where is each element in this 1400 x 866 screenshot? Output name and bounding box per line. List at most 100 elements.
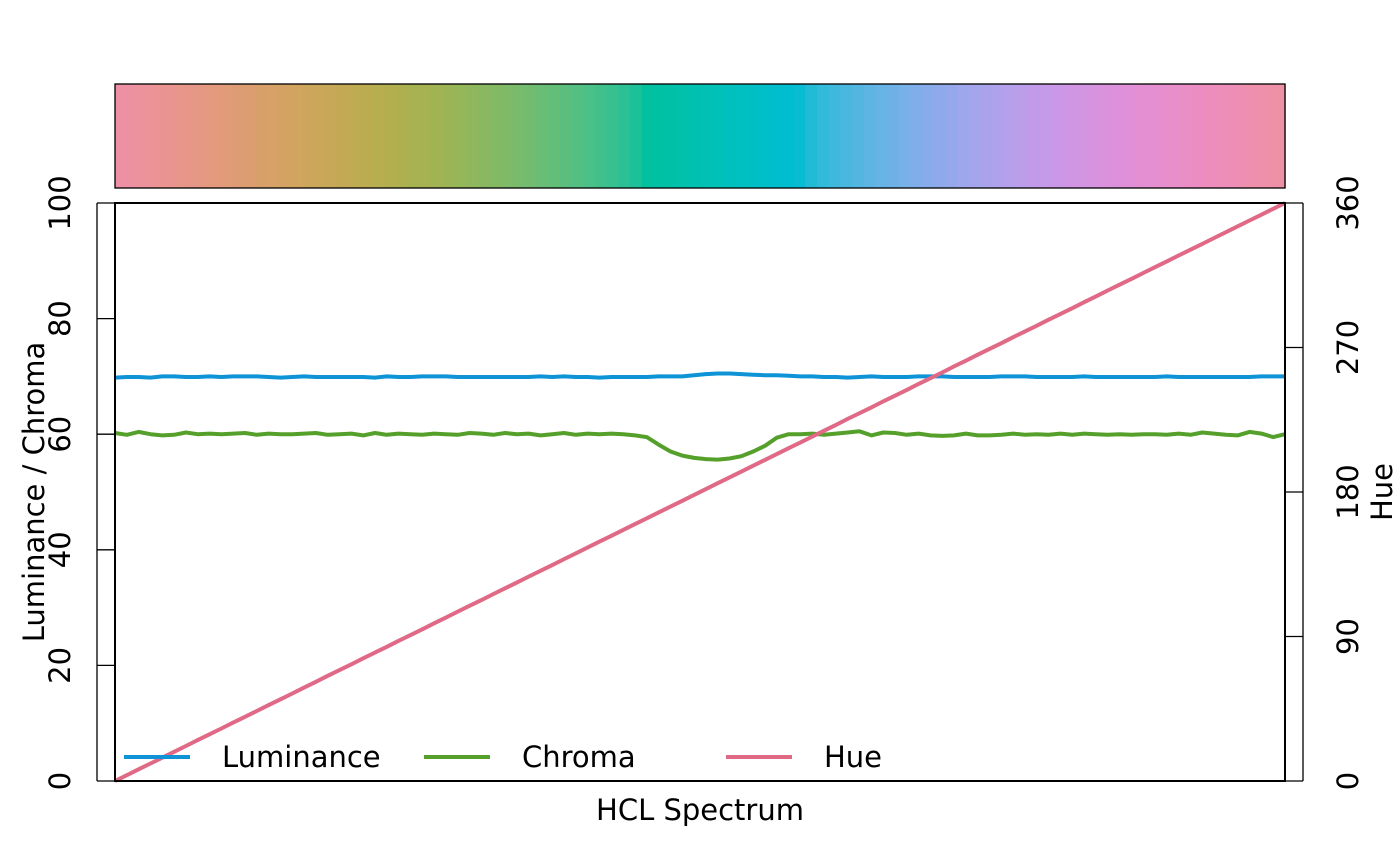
swatch-cell <box>501 84 514 188</box>
swatch-cell <box>115 84 128 188</box>
swatch-cell <box>489 84 502 188</box>
swatch-cell <box>618 84 631 188</box>
swatch-cell <box>138 84 151 188</box>
left-tick-label: 100 <box>43 175 77 230</box>
swatch-cell <box>1238 84 1251 188</box>
left-y-axis-label: Luminance / Chroma <box>17 342 51 643</box>
swatch-cell <box>1097 84 1111 188</box>
right-tick-label: 90 <box>1331 618 1365 655</box>
swatch-cell <box>980 84 994 188</box>
swatch-cell <box>664 84 678 188</box>
swatch-cell <box>126 84 140 188</box>
swatch-cell <box>255 84 268 188</box>
swatch-cell <box>793 84 807 188</box>
right-y-axis: 0 90 180 270 360 <box>1285 175 1365 790</box>
series-lines <box>114 201 1286 783</box>
swatch-cell <box>571 84 584 188</box>
swatch-cell <box>454 84 467 188</box>
swatch-cell <box>852 84 865 188</box>
swatch-cell <box>910 84 924 188</box>
swatch-cell <box>629 84 643 188</box>
swatch-border <box>114 83 1286 189</box>
swatch-cell <box>945 84 959 188</box>
swatch-cell <box>840 84 853 188</box>
swatch-cell <box>1051 84 1064 188</box>
swatch-cell <box>1191 84 1204 188</box>
swatch-cell <box>407 84 420 188</box>
swatch-cell <box>1015 84 1029 188</box>
swatch-cell <box>817 84 830 188</box>
swatch-cell <box>547 84 561 188</box>
swatch-cell <box>828 84 842 188</box>
swatch-cell <box>1179 84 1193 188</box>
swatch-cell <box>372 84 385 188</box>
swatch-cell <box>173 84 186 188</box>
left-tick-label: 0 <box>43 772 77 790</box>
swatch-cell <box>1226 84 1239 188</box>
swatch-cell <box>313 84 327 188</box>
right-tick-label: 360 <box>1331 175 1365 230</box>
swatch-cell <box>512 84 526 188</box>
swatch-cell <box>770 84 783 188</box>
swatch-cell <box>992 84 1005 188</box>
swatch-cell <box>957 84 970 188</box>
swatch-cell <box>1249 84 1263 188</box>
swatch-cell <box>384 84 397 188</box>
left-tick-label: 20 <box>43 647 77 684</box>
swatch-cell <box>1214 84 1228 188</box>
swatch-cell <box>746 84 760 188</box>
swatch-cell <box>150 84 163 188</box>
swatch-cell <box>735 84 748 188</box>
swatch-cell <box>442 84 456 188</box>
swatch-cell <box>477 84 491 188</box>
left-tick-label: 60 <box>43 416 77 453</box>
swatch-cell <box>1144 84 1158 188</box>
swatch-cell <box>559 84 573 188</box>
swatch-cell <box>267 84 280 188</box>
swatch-cell <box>863 84 877 188</box>
swatch-cell <box>653 84 666 188</box>
swatch-cell <box>430 84 444 188</box>
swatch-cell <box>337 84 350 188</box>
color-swatch-bar <box>115 84 1286 188</box>
swatch-cell <box>325 84 339 188</box>
swatch-cell <box>583 84 596 188</box>
swatch-cell <box>606 84 619 188</box>
series-line-chroma <box>114 429 1286 462</box>
swatch-cell <box>1004 84 1017 188</box>
series-line-luminance <box>114 371 1285 380</box>
swatch-cell <box>161 84 175 188</box>
swatch-cell <box>758 84 771 188</box>
left-tick-label: 40 <box>43 531 77 568</box>
swatch-cell <box>1086 84 1099 188</box>
swatch-cell <box>419 84 432 188</box>
swatch-cell <box>805 84 818 188</box>
swatch-cell <box>1039 84 1052 188</box>
right-y-axis-label: Hue <box>1365 463 1399 521</box>
swatch-cell <box>1132 84 1146 188</box>
swatch-cell <box>688 84 701 188</box>
swatch-cell <box>594 84 608 188</box>
swatch-cell <box>243 84 257 188</box>
swatch-cell <box>700 84 713 188</box>
swatch-cell <box>887 84 900 188</box>
swatch-cell <box>349 84 362 188</box>
swatch-cell <box>196 84 210 188</box>
swatch-cell <box>1203 84 1216 188</box>
legend-label-chroma: Chroma <box>522 740 636 774</box>
left-y-axis: 0 20 40 60 80 100 <box>43 175 115 790</box>
x-axis-label: HCL Spectrum <box>596 793 804 827</box>
swatch-cell <box>302 84 315 188</box>
swatch-cell <box>466 84 479 188</box>
swatch-cell <box>1261 84 1275 188</box>
swatch-cell <box>536 84 549 188</box>
swatch-cell <box>232 84 245 188</box>
right-tick-label: 0 <box>1331 772 1365 790</box>
swatch-cell <box>290 84 303 188</box>
series-line-hue <box>114 201 1286 783</box>
swatch-cell <box>641 84 654 188</box>
swatch-cell <box>1109 84 1122 188</box>
swatch-cell <box>898 84 912 188</box>
swatch-cell <box>1156 84 1169 188</box>
